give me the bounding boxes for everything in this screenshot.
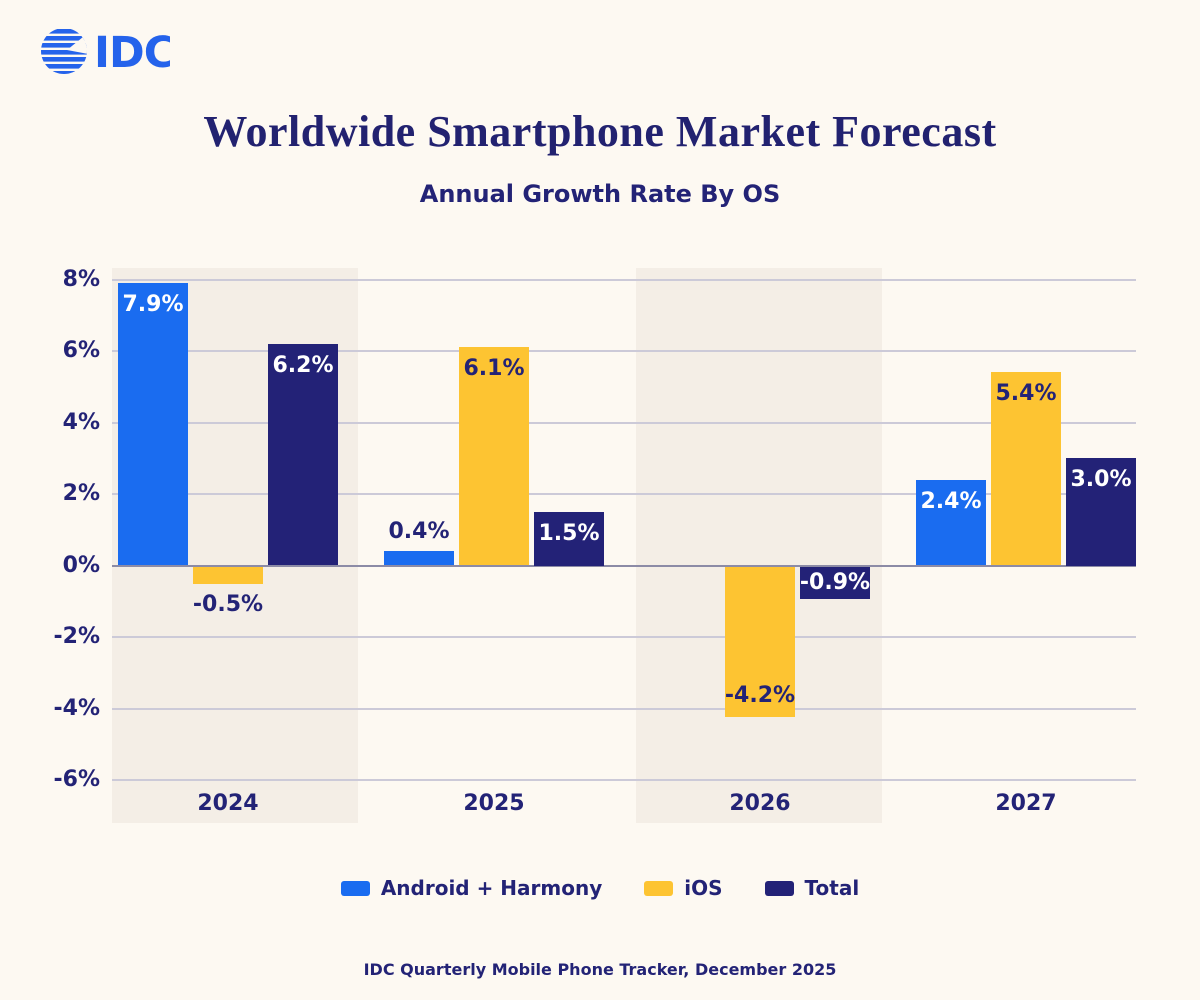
gridline--4% bbox=[112, 707, 1136, 710]
gridline--2% bbox=[112, 636, 1136, 638]
bar-value-label: 2.4% bbox=[920, 488, 982, 514]
legend-item-android: Android + Harmony bbox=[340, 876, 603, 900]
bar-android-harmony-2024 bbox=[118, 283, 188, 566]
bar-total-2024 bbox=[268, 343, 338, 566]
chart-band-2026 bbox=[636, 268, 882, 823]
bar-ios-2024 bbox=[193, 566, 263, 585]
legend-item-ios: iOS bbox=[644, 876, 723, 900]
y-tick-label: 2% bbox=[62, 481, 100, 506]
legend-swatch-icon bbox=[644, 880, 674, 896]
bar-value-label: -0.5% bbox=[192, 592, 264, 618]
x-tick-label-2026: 2026 bbox=[729, 791, 791, 816]
zero-gridline bbox=[112, 564, 1136, 567]
plot-area: 7.9% 0.4% 2.4% -0.5% 6.1% -4.2% 5.4% 6.2% 1.5% -0… bbox=[112, 268, 1136, 823]
legend-swatch-icon bbox=[340, 880, 370, 896]
bar-total-2025 bbox=[534, 511, 604, 566]
bar-ios-2026 bbox=[725, 566, 795, 717]
bar-android-harmony-2025 bbox=[384, 551, 454, 566]
chart: 8% 6% 4% 2% 0% -2% -4% -6% 7.9% 0.4% 2.4% -0.5% 6.1… bbox=[0, 266, 1200, 823]
legend-swatch-icon bbox=[764, 880, 794, 896]
legend-label: Android + Harmony bbox=[380, 876, 603, 900]
gridline-8% bbox=[112, 278, 1136, 281]
bar-total-2027 bbox=[1066, 458, 1136, 566]
bar-value-label: 6.2% bbox=[272, 352, 334, 378]
legend-label: iOS bbox=[684, 876, 723, 900]
page-title: Worldwide Smartphone Market Forecast bbox=[203, 107, 997, 156]
x-tick-label-2024: 2024 bbox=[197, 791, 259, 816]
y-tick-label: -4% bbox=[53, 695, 100, 721]
gridline-2% bbox=[112, 493, 1136, 495]
gridline-6% bbox=[112, 350, 1136, 352]
idc-logo-text: IDC bbox=[94, 28, 170, 76]
source-note: IDC Quarterly Mobile Phone Tracker, Dece… bbox=[363, 960, 837, 979]
bar-ios-2027 bbox=[991, 372, 1061, 566]
bar-value-label: 7.9% bbox=[122, 292, 184, 318]
bar-value-label: 5.4% bbox=[995, 381, 1057, 407]
y-tick-label: 0% bbox=[62, 552, 100, 578]
x-tick-label-2027: 2027 bbox=[995, 791, 1057, 816]
gridline-4% bbox=[112, 421, 1136, 424]
y-tick-label: 4% bbox=[62, 409, 100, 435]
bar-value-label: 3.0% bbox=[1070, 467, 1132, 493]
page-subtitle: Annual Growth Rate By OS bbox=[419, 180, 781, 208]
y-tick-label: 8% bbox=[62, 266, 100, 292]
bar-android-harmony-2027 bbox=[916, 479, 986, 566]
y-tick-label: -6% bbox=[53, 767, 100, 792]
y-tick-label: -2% bbox=[53, 624, 100, 649]
bar-value-label: 1.5% bbox=[538, 520, 600, 546]
bar-total-2026 bbox=[800, 566, 870, 599]
idc-globe-icon bbox=[41, 29, 87, 74]
bar-ios-2025 bbox=[459, 347, 529, 566]
y-tick-label: 6% bbox=[62, 338, 100, 363]
x-tick-label-2025: 2025 bbox=[463, 791, 525, 816]
bar-value-label: 0.4% bbox=[388, 519, 450, 545]
legend: Android + Harmony iOS Total bbox=[0, 876, 1200, 900]
gridline--6% bbox=[112, 779, 1136, 781]
legend-item-total: Total bbox=[764, 876, 860, 900]
legend-label: Total bbox=[804, 876, 860, 900]
bar-value-label: 6.1% bbox=[463, 356, 525, 382]
bar-value-label: -0.9% bbox=[799, 569, 871, 595]
idc-logo: IDC bbox=[41, 28, 170, 76]
bar-value-label: -4.2% bbox=[724, 682, 796, 708]
